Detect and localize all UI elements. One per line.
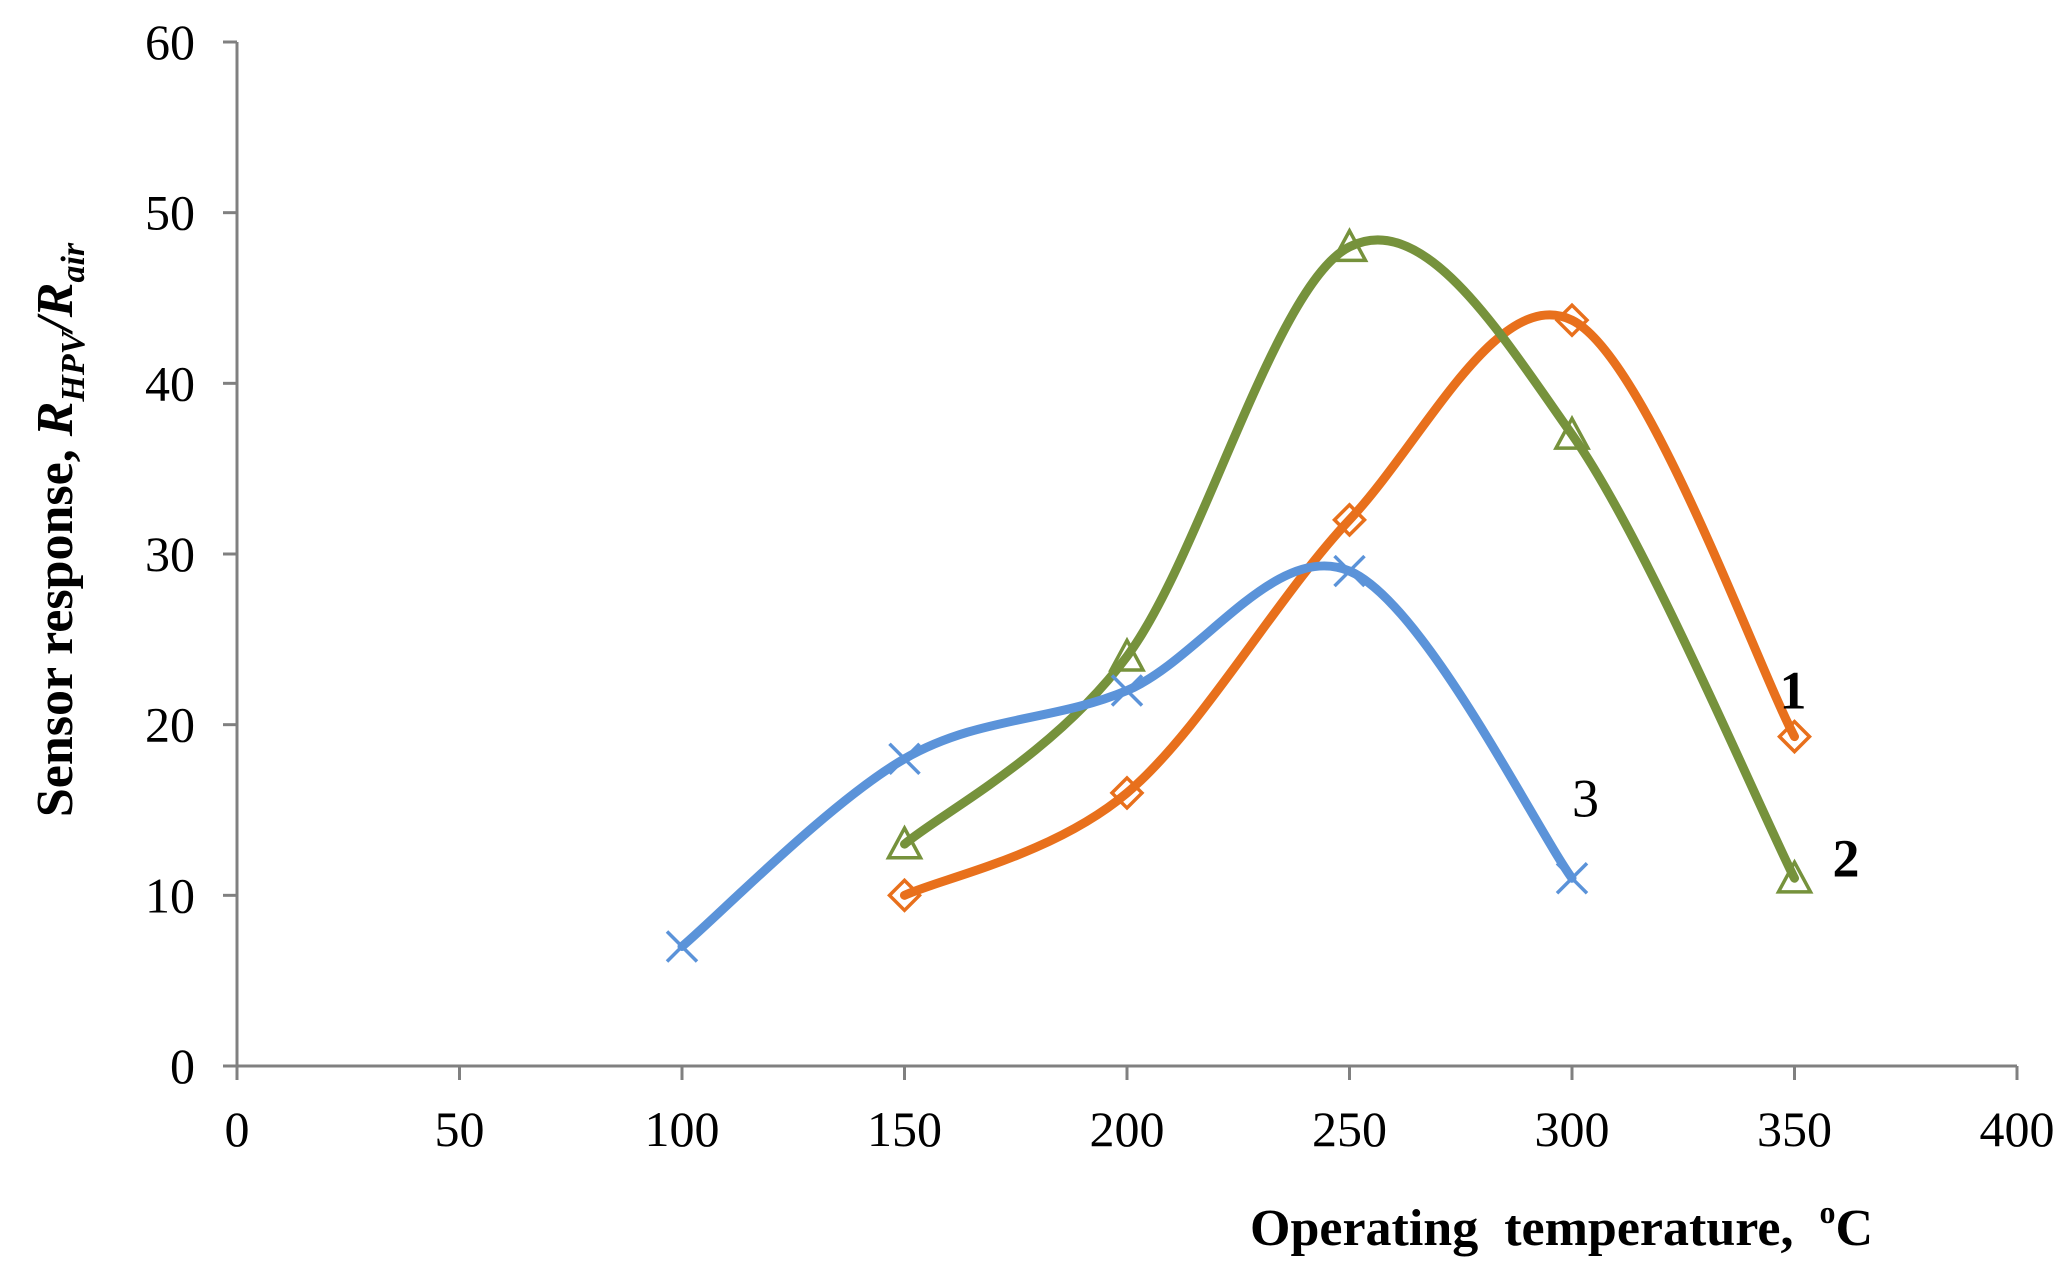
x-tick-label: 0: [225, 1101, 250, 1157]
data-point: [1333, 554, 1366, 588]
data-point: [1554, 302, 1590, 338]
data-point: [1109, 775, 1145, 811]
x-ticks: 0 50 100 150 200 250 300 350 400: [225, 1066, 2055, 1157]
y-tick-label: 30: [145, 526, 195, 582]
series-3-label: 3: [1572, 768, 1599, 828]
series-1: 1: [887, 302, 1812, 913]
data-point: [1775, 858, 1814, 894]
x-tick-label: 50: [435, 1101, 485, 1157]
data-point: [888, 742, 921, 776]
data-point: [1555, 862, 1589, 895]
series-2: 2: [885, 227, 1860, 894]
series-2-label: 2: [1833, 828, 1860, 888]
data-point: [1332, 502, 1367, 538]
y-tick-label: 0: [170, 1038, 195, 1094]
series-3: 3: [665, 554, 1599, 963]
x-tick-label: 300: [1535, 1101, 1610, 1157]
x-tick-label: 150: [867, 1101, 942, 1157]
data-point: [1108, 636, 1146, 672]
x-tick-label: 200: [1090, 1101, 1165, 1157]
y-tick-label: 50: [145, 185, 195, 241]
x-tick-label: 400: [1980, 1101, 2055, 1157]
y-tick-label: 20: [145, 697, 195, 753]
series-1-label: 1: [1780, 661, 1807, 721]
series-layer: 1 2 3: [665, 227, 1860, 963]
data-point: [665, 930, 699, 963]
x-axis-title: Operating temperature, oC: [1250, 1194, 1873, 1257]
y-tick-label: 40: [145, 355, 195, 411]
data-point: [1553, 414, 1591, 450]
x-tick-label: 100: [645, 1101, 720, 1157]
data-point: [887, 877, 922, 913]
series-3-line: [677, 561, 1577, 952]
y-ticks: 0 10 20 30 40 50 60: [145, 14, 237, 1094]
data-point: [885, 824, 924, 860]
data-point: [1110, 674, 1144, 707]
data-point: [1777, 719, 1812, 755]
y-tick-label: 60: [145, 14, 195, 70]
x-tick-label: 350: [1757, 1101, 1832, 1157]
series-1-line: [900, 310, 1799, 900]
x-tick-label: 250: [1312, 1101, 1387, 1157]
axes: 0 50 100 150 200 250 300 350 400 0 10 20 30 40 50 60: [145, 14, 2055, 1157]
series-2-line: [900, 235, 1799, 883]
y-tick-label: 10: [145, 867, 195, 923]
data-point: [1330, 227, 1369, 263]
y-axis-title: Sensor response, RHPV/Rair: [27, 242, 92, 817]
